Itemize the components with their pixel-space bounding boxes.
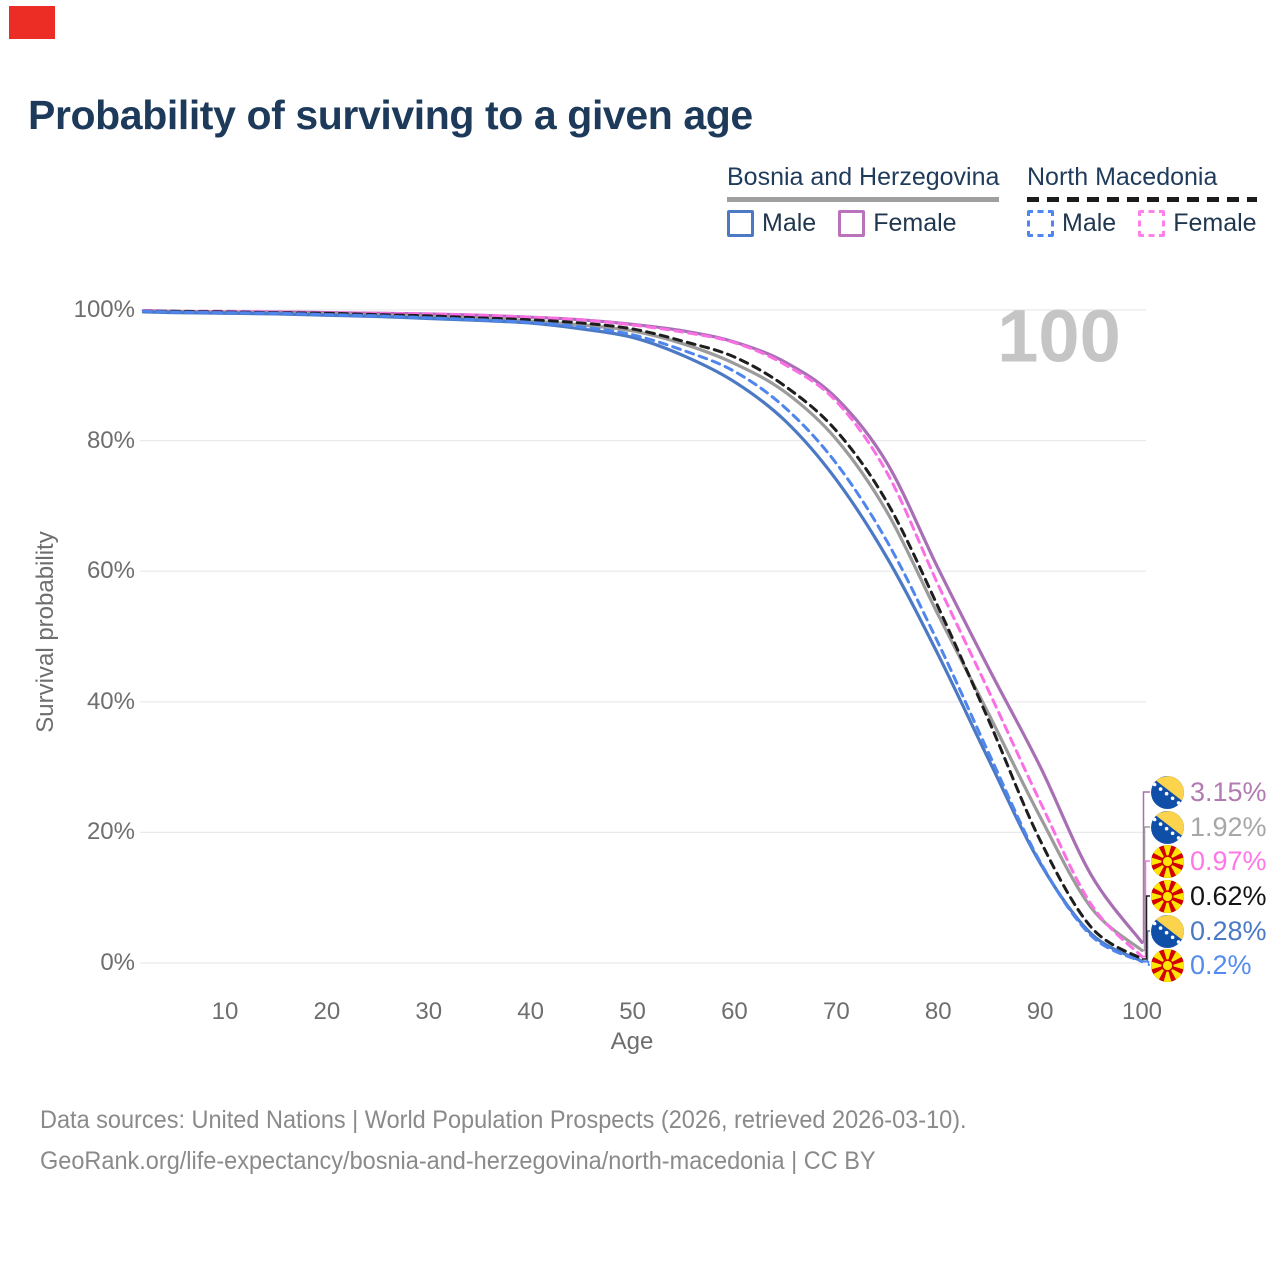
legend-item-north-macedonia-female[interactable]: Female	[1138, 209, 1257, 238]
y-tick-40: 40%	[86, 687, 135, 715]
x-tick-20: 20	[313, 998, 341, 1025]
x-tick-40: 40	[517, 998, 545, 1025]
y-tick-0: 0%	[100, 949, 135, 976]
curve-bosnia-and-herzegovina-total[interactable]	[141, 309, 1144, 953]
legend-group-north-macedonia: North Macedonia Male Female	[1027, 163, 1257, 238]
legend-item-label: Female	[1173, 209, 1257, 237]
end-label-bosnia-and-herzegovina-total: 1.92%	[1151, 810, 1267, 844]
y-tick-20: 20%	[86, 818, 135, 846]
legend-swatch-dashed	[1138, 210, 1166, 237]
x-tick-10: 10	[211, 998, 239, 1025]
footer-source-link[interactable]: GeoRank.org/life-expectancy/bosnia-and-h…	[40, 1147, 876, 1175]
bosnia-flag-icon	[1151, 810, 1184, 844]
bosnia-flag-icon	[1151, 775, 1184, 809]
end-label-value: 0.2%	[1190, 950, 1252, 980]
north-macedonia-flag-icon	[1151, 879, 1184, 913]
footer-data-sources: Data sources: United Nations | World Pop…	[40, 1106, 967, 1134]
y-tick-80: 80%	[86, 426, 135, 454]
curve-north-macedonia-male[interactable]	[141, 309, 1144, 964]
bosnia-flag-icon	[1151, 914, 1184, 948]
x-tick-100: 100	[1121, 998, 1163, 1025]
end-label-value: 1.92%	[1190, 812, 1267, 842]
legend-item-label: Male	[762, 209, 817, 237]
x-tick-30: 30	[415, 998, 443, 1025]
legend-item-bosnia-and-herzegovina-female[interactable]: Female	[838, 209, 957, 238]
end-label-value: 3.15%	[1190, 777, 1267, 807]
legend-swatch-solid	[838, 210, 866, 237]
recording-marker	[9, 6, 55, 39]
legend-item-label: Male	[1062, 209, 1117, 237]
leader-north-macedonia-female	[1142, 860, 1150, 958]
x-tick-80: 80	[924, 998, 952, 1025]
end-label-north-macedonia-total: 0.62%	[1151, 879, 1267, 913]
y-tick-60: 60%	[86, 557, 135, 585]
x-tick-70: 70	[822, 998, 850, 1025]
end-label-value: 0.28%	[1190, 916, 1267, 946]
legend-group-title: Bosnia and Herzegovina	[727, 163, 1000, 191]
legend-item-bosnia-and-herzegovina-male[interactable]: Male	[727, 209, 816, 238]
end-label-bosnia-and-herzegovina-male: 0.28%	[1151, 914, 1267, 948]
hover-age-label: 100	[997, 294, 1121, 378]
curve-bosnia-and-herzegovina-female[interactable]	[141, 309, 1144, 945]
x-tick-90: 90	[1026, 998, 1054, 1025]
legend-item-label: Female	[873, 209, 957, 237]
x-tick-60: 60	[721, 998, 748, 1025]
x-tick-50: 50	[619, 998, 646, 1025]
legend-swatch-solid	[727, 210, 754, 237]
legend-line-style-dashed	[1027, 197, 1257, 202]
x-axis-title: Age	[610, 1028, 654, 1055]
y-tick-100: 100%	[73, 296, 135, 323]
legend-line-style-solid	[727, 197, 1000, 202]
end-label-value: 0.97%	[1190, 846, 1267, 876]
legend-group-title: North Macedonia	[1027, 163, 1218, 191]
legend-item-north-macedonia-male[interactable]: Male	[1027, 209, 1116, 238]
end-label-north-macedonia-female: 0.97%	[1151, 844, 1267, 878]
curve-north-macedonia-total[interactable]	[141, 309, 1144, 961]
north-macedonia-flag-icon	[1151, 844, 1184, 878]
leader-north-macedonia-total	[1142, 895, 1150, 960]
curve-bosnia-and-herzegovina-male[interactable]	[141, 310, 1144, 963]
leader-north-macedonia-male	[1142, 960, 1150, 966]
leader-bosnia-and-herzegovina-female	[1142, 791, 1150, 944]
legend-group-bosnia-and-herzegovina: Bosnia and Herzegovina Male Female	[727, 163, 1000, 238]
end-label-bosnia-and-herzegovina-female: 3.15%	[1151, 775, 1267, 809]
page-title: Probability of surviving to a given age	[28, 92, 753, 138]
leader-bosnia-and-herzegovina-total	[1142, 826, 1150, 952]
end-label-value: 0.62%	[1190, 881, 1267, 911]
north-macedonia-flag-icon	[1151, 948, 1184, 982]
curve-north-macedonia-female[interactable]	[141, 309, 1144, 959]
end-label-north-macedonia-male: 0.2%	[1151, 948, 1252, 982]
legend-swatch-dashed	[1027, 210, 1054, 237]
